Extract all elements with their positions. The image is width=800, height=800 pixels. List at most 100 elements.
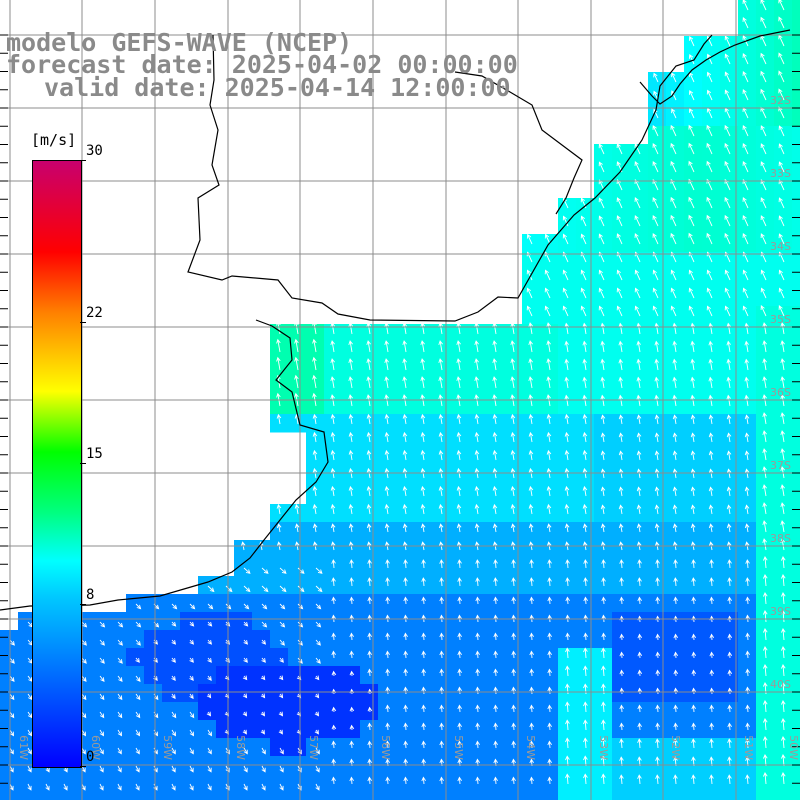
wind-cell — [522, 612, 541, 631]
wind-cell — [540, 504, 559, 523]
wind-arrow — [456, 413, 462, 425]
wind-cell — [252, 612, 271, 631]
wind-cell — [270, 738, 289, 757]
wind-cell — [396, 576, 415, 595]
wind-arrow — [511, 704, 516, 713]
wind-arrow — [403, 722, 408, 731]
wind-arrow — [762, 394, 767, 407]
wind-arrow — [189, 747, 194, 755]
wind-cell — [180, 648, 199, 667]
wind-cell — [720, 450, 739, 469]
wind-arrow — [690, 414, 696, 425]
wind-cell — [594, 522, 613, 541]
wind-arrow — [135, 765, 140, 773]
wind-arrow — [760, 269, 767, 281]
wind-cell — [342, 450, 361, 469]
wind-arrow — [492, 340, 497, 353]
wind-arrow — [99, 783, 104, 791]
wind-cell — [486, 378, 505, 397]
wind-arrow — [439, 559, 444, 569]
wind-cell — [648, 522, 667, 541]
wind-arrow — [330, 485, 336, 497]
colorbar-tick-label: 0 — [86, 749, 95, 765]
wind-arrow — [457, 776, 462, 785]
wind-cell — [288, 792, 307, 800]
wind-cell — [360, 432, 379, 451]
wind-arrow — [279, 567, 287, 574]
wind-cell — [756, 576, 775, 595]
wind-arrow — [492, 449, 498, 461]
wind-arrow — [745, 650, 750, 659]
wind-arrow — [688, 107, 695, 119]
wind-arrow — [564, 431, 570, 443]
wind-cell — [756, 612, 775, 631]
wind-arrow — [565, 755, 570, 767]
wind-arrow — [618, 322, 623, 335]
wind-cell — [378, 792, 397, 800]
wind-arrow — [618, 450, 624, 461]
wind-cell — [558, 378, 577, 397]
wind-cell — [324, 738, 343, 757]
wind-arrow — [421, 668, 426, 677]
wind-cell — [630, 738, 649, 757]
wind-cell — [396, 792, 415, 800]
wind-arrow — [778, 70, 785, 83]
wind-cell — [540, 468, 559, 487]
wind-arrow — [135, 729, 140, 737]
wind-arrow — [529, 577, 534, 587]
wind-arrow — [366, 340, 371, 353]
wind-arrow — [439, 596, 444, 605]
wind-cell — [792, 54, 800, 73]
wind-arrow — [780, 448, 785, 461]
wind-arrow — [475, 632, 480, 641]
wind-arrow — [672, 340, 677, 353]
wind-cell — [612, 378, 631, 397]
longitude-label: 61W — [17, 735, 30, 760]
wind-cell — [702, 342, 721, 361]
wind-cell — [666, 540, 685, 559]
wind-cell — [378, 450, 397, 469]
wind-cell — [342, 630, 361, 649]
wind-cell — [558, 522, 577, 541]
colorbar-unit: [m/s] — [31, 131, 77, 149]
wind-arrow — [780, 753, 786, 767]
wind-arrow — [744, 414, 750, 425]
wind-cell — [162, 630, 181, 649]
wind-cell — [684, 432, 703, 451]
wind-arrow — [546, 394, 551, 407]
wind-cell — [576, 432, 595, 451]
wind-arrow — [616, 269, 623, 281]
wind-arrow — [760, 143, 767, 155]
wind-cell — [540, 324, 559, 343]
wind-arrow — [243, 639, 249, 645]
latitude-label: 39S — [770, 605, 791, 618]
wind-arrow — [709, 722, 714, 731]
wind-cell — [216, 594, 235, 613]
wind-cell — [792, 0, 800, 19]
wind-cell — [576, 738, 595, 757]
wind-arrow — [492, 322, 497, 335]
wind-arrow — [780, 645, 786, 659]
wind-arrow — [511, 740, 516, 749]
wind-cell — [216, 612, 235, 631]
wind-cell — [612, 576, 631, 595]
wind-arrow — [529, 559, 534, 569]
wind-arrow — [760, 305, 767, 317]
wind-arrow — [529, 668, 534, 677]
wind-cell — [594, 648, 613, 667]
wind-cell — [792, 72, 800, 91]
wind-cell — [792, 612, 800, 631]
coastline — [0, 29, 791, 611]
wind-cell — [738, 702, 757, 721]
wind-arrow — [634, 125, 641, 137]
wind-cell — [450, 648, 469, 667]
wind-cell — [486, 792, 505, 800]
wind-cell — [612, 324, 631, 343]
wind-arrow — [637, 704, 642, 713]
wind-arrow — [619, 577, 624, 587]
wind-cell — [162, 720, 181, 739]
wind-cell — [522, 684, 541, 703]
colorbar-tick-label: 30 — [86, 143, 103, 159]
wind-arrow — [421, 650, 426, 659]
